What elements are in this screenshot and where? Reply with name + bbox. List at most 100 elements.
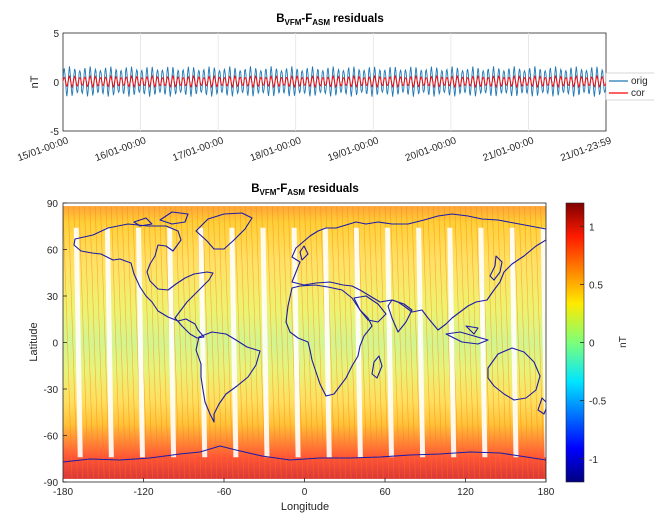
orbit-track <box>121 206 132 479</box>
map-x-tick-label: 180 <box>538 487 555 498</box>
orbit-track <box>341 206 352 479</box>
coast-uk <box>299 245 309 261</box>
orbit-track <box>191 206 202 479</box>
colorbar-ticks: -1 -0.5 0 0.5 1 <box>580 222 607 466</box>
top-y-tick-label: 0 <box>53 78 59 89</box>
orbit-track <box>357 206 368 479</box>
coast-japan <box>489 255 503 281</box>
colorbar-tick-label: 1 <box>589 222 595 233</box>
orbit-gap <box>260 227 270 458</box>
orbit-track <box>492 206 502 479</box>
coast-india <box>387 299 413 333</box>
orbit-track <box>438 206 448 479</box>
orbit-track <box>336 206 346 479</box>
top-chart: BVFM-FASM residuals -5 0 5 15/01-00:00 16/0… <box>16 13 654 164</box>
map-y-tick-label: 0 <box>52 339 58 350</box>
orbit-track <box>282 206 293 479</box>
map-y-tick-label: 60 <box>47 246 59 257</box>
orbit-track <box>454 206 465 479</box>
top-x-tick-label: 18/01-00:00 <box>249 135 303 164</box>
orbit-track <box>223 206 234 479</box>
orbit-track <box>309 206 320 479</box>
map-x-tick-label: 0 <box>302 487 308 498</box>
orbit-track <box>202 206 212 479</box>
top-x-tick-label: 21/01-23:59 <box>559 135 613 164</box>
orbit-track <box>277 206 287 479</box>
orbit-gaps <box>73 227 546 458</box>
top-legend: orig cor <box>605 72 654 101</box>
top-x-tick-label: 20/01-00:00 <box>404 135 458 164</box>
orbit-track <box>78 206 89 479</box>
residual-map <box>63 203 546 482</box>
map-y-tick-label: -30 <box>44 385 59 396</box>
orbit-gap <box>229 227 239 458</box>
coast-australia <box>487 347 541 401</box>
bottom-title: BVFM-FASM residuals <box>251 183 359 197</box>
map-x-tick-label: 120 <box>457 487 474 498</box>
orbit-track <box>373 206 384 479</box>
orbit-track <box>433 206 443 479</box>
orbit-track <box>486 206 497 479</box>
orbit-track <box>266 206 277 479</box>
orbit-track <box>524 206 534 479</box>
orbit-track <box>422 206 432 479</box>
coast-south-america <box>195 331 261 423</box>
orbit-track <box>255 206 266 479</box>
orbit-track <box>116 206 126 479</box>
orbit-track <box>148 206 159 479</box>
orbit-track <box>127 206 137 479</box>
orbit-track <box>411 206 422 479</box>
orbit-track <box>63 206 73 479</box>
orbit-track <box>347 206 357 479</box>
orbit-track <box>100 206 110 479</box>
top-y-ticks: -5 0 5 <box>50 29 59 138</box>
map-x-ticks: -180 -120 -60 0 60 120 180 <box>53 478 555 498</box>
orbit-track <box>314 206 325 479</box>
orbit-gap <box>540 227 546 458</box>
orbit-track <box>390 206 400 479</box>
map-y-axis-label: Latitude <box>28 322 40 361</box>
orbit-track <box>497 206 507 479</box>
orbit-track <box>513 206 524 479</box>
legend-orig-label: orig <box>631 76 648 87</box>
coast-greenland <box>195 212 253 250</box>
top-x-tick-label: 15/01-00:00 <box>16 135 70 164</box>
orbit-gap <box>416 227 426 458</box>
orbit-track <box>250 206 261 479</box>
coast-indonesia <box>445 325 489 345</box>
orbit-track <box>218 206 228 479</box>
orbit-track <box>239 206 250 479</box>
top-x-tick-label: 17/01-00:00 <box>171 135 225 164</box>
orbit-gap <box>447 227 457 458</box>
top-y-axis-label: nT <box>29 75 41 88</box>
orbit-track <box>175 206 185 479</box>
colorbar-tick-label: 0 <box>589 339 595 350</box>
orbit-gap <box>73 227 83 458</box>
colorbar-tick-label: -0.5 <box>589 397 607 408</box>
coastlines <box>63 211 546 463</box>
orbit-track <box>111 206 121 479</box>
orbit-track <box>159 206 169 479</box>
orbit-track <box>68 206 78 479</box>
top-title: BVFM-FASM residuals <box>276 13 384 27</box>
orbit-track <box>331 206 341 479</box>
coast-africa <box>285 284 373 397</box>
orbit-gap <box>135 227 145 458</box>
orbit-track <box>94 206 105 479</box>
coast-madagascar <box>371 355 383 379</box>
orbit-track <box>395 206 406 479</box>
orbit-track <box>180 206 191 479</box>
orbit-track <box>427 206 438 479</box>
orbit-track <box>502 206 513 479</box>
colorbar-tick-label: -1 <box>589 455 598 466</box>
orbit-gap <box>353 227 363 458</box>
map-x-tick-label: -60 <box>217 487 232 498</box>
orbit-track <box>89 206 100 479</box>
orbit-track <box>470 206 481 479</box>
coast-arctic-islands <box>133 211 189 227</box>
orbit-track <box>534 206 545 479</box>
orbit-track <box>406 206 416 479</box>
coast-antarctica <box>63 445 546 463</box>
coast-europe-asia <box>291 213 546 331</box>
